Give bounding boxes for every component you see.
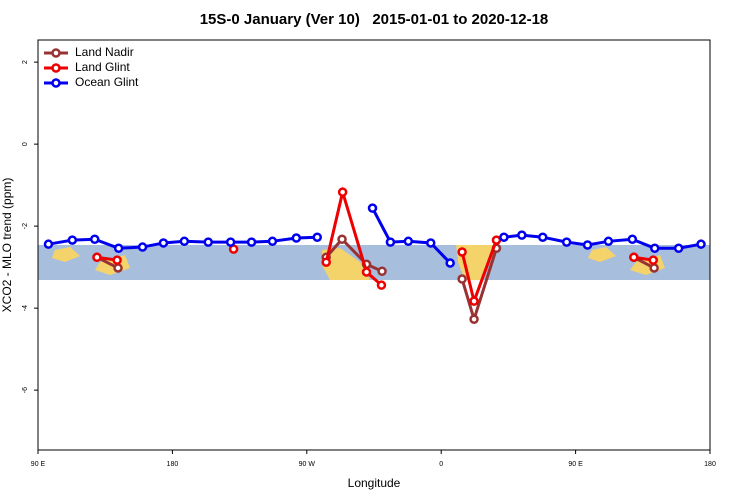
legend-marker: [51, 78, 61, 88]
x-tick-label: 180: [167, 461, 179, 468]
legend-label: Land Glint: [75, 60, 130, 74]
y-tick-label: -2: [22, 223, 29, 229]
legend-marker: [51, 63, 61, 73]
series-point: [603, 236, 614, 247]
series-line: [324, 186, 383, 287]
x-tick-label: 0: [439, 461, 443, 468]
series-point: [179, 236, 190, 247]
series-point: [649, 263, 659, 273]
y-tick-label: 2: [22, 60, 29, 64]
series-point: [158, 238, 169, 248]
series-point: [445, 258, 455, 268]
series-point: [457, 247, 467, 257]
series-point: [499, 232, 509, 242]
series-point: [457, 274, 467, 284]
legend-marker: [51, 48, 61, 58]
series-point: [582, 240, 593, 250]
series-point: [113, 243, 124, 254]
series-point: [376, 280, 387, 290]
y-tick-label: -6: [22, 387, 29, 393]
x-tick-label: 90 E: [568, 461, 583, 468]
y-tick-label: -4: [22, 305, 29, 311]
series-point: [561, 237, 572, 247]
x-tick-label: 90 W: [299, 461, 316, 468]
series-point: [673, 243, 684, 254]
series-point: [337, 187, 348, 197]
series-point: [321, 257, 331, 267]
series-point: [403, 236, 414, 247]
series-point: [67, 235, 78, 245]
series-point: [291, 233, 302, 243]
series-point: [377, 266, 387, 276]
series-point: [113, 263, 123, 273]
series-point: [361, 267, 372, 277]
series-point: [312, 232, 323, 242]
series-point: [203, 237, 213, 247]
series-point: [112, 255, 122, 265]
series-point: [469, 296, 479, 306]
x-tick-label: 90 E: [31, 461, 46, 468]
series-point: [627, 234, 638, 245]
x-tick-label: 180: [704, 461, 716, 468]
series-point: [367, 203, 378, 213]
series-line: [503, 233, 702, 250]
series-point: [537, 232, 548, 242]
series-point: [629, 252, 639, 263]
legend-label: Land Nadir: [75, 45, 134, 59]
series-point: [469, 314, 479, 324]
series-point: [267, 236, 278, 247]
series-point: [517, 230, 527, 240]
series-point: [425, 238, 436, 248]
series-point: [648, 255, 659, 265]
series-point: [649, 243, 660, 254]
series-point: [43, 239, 54, 249]
series-point: [385, 237, 396, 247]
map-band: [38, 245, 710, 280]
series-line: [325, 237, 383, 273]
series-point: [89, 234, 100, 245]
x-axis-label: Longitude: [348, 476, 401, 490]
series-point: [137, 242, 148, 252]
y-tick-label: 0: [22, 142, 29, 146]
legend-label: Ocean Glint: [75, 75, 139, 89]
series-point: [337, 234, 347, 245]
series-point: [491, 235, 502, 245]
chart-title: 15S-0 January (Ver 10) 2015-01-01 to 202…: [200, 11, 549, 28]
y-axis-label: XCO2 - MLO trend (ppm): [0, 178, 14, 313]
series-point: [246, 237, 257, 247]
series-point: [696, 239, 706, 249]
plot-frame: [37, 39, 711, 451]
series-point: [225, 237, 236, 247]
series-point: [92, 252, 102, 263]
